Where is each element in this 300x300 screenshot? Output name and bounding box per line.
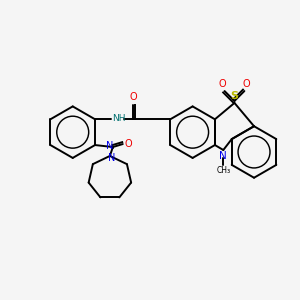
- Text: N: N: [106, 141, 114, 151]
- Text: N: N: [219, 151, 227, 161]
- Text: CH₃: CH₃: [216, 166, 230, 175]
- Text: O: O: [219, 79, 226, 89]
- Text: N: N: [108, 153, 116, 163]
- Text: O: O: [242, 79, 250, 89]
- Text: O: O: [130, 92, 137, 102]
- Text: S: S: [230, 91, 238, 101]
- Text: O: O: [125, 139, 132, 149]
- Text: NH: NH: [112, 114, 125, 123]
